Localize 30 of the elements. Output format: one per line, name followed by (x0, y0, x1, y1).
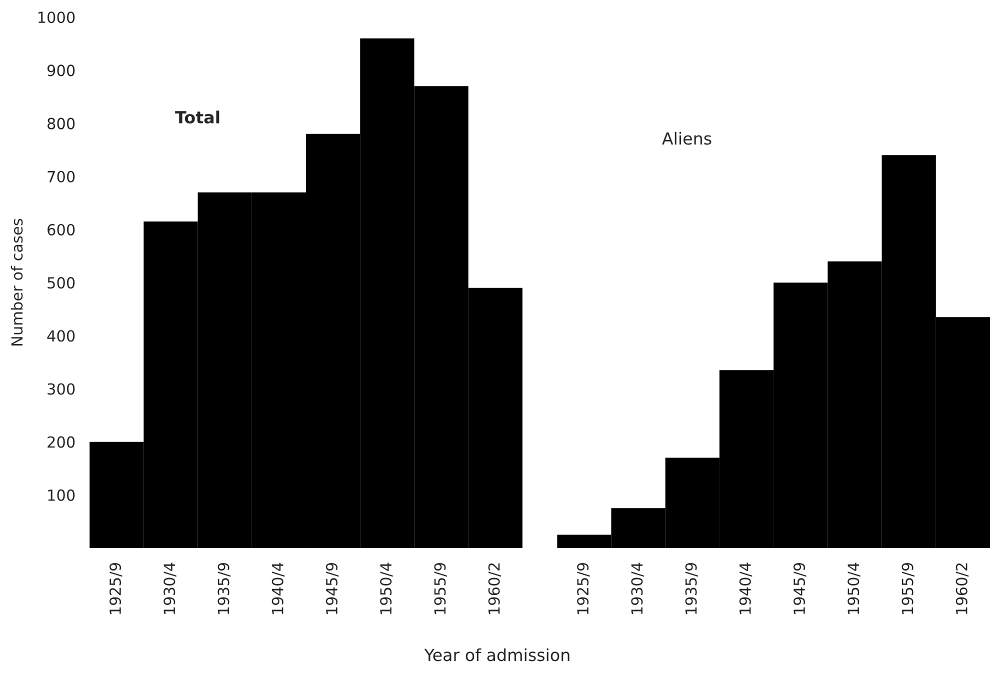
y-axis-title: Number of cases (10, 218, 23, 346)
x-tick-label: 1955/9 (902, 562, 914, 614)
x-tick-label: 1925/9 (577, 562, 590, 614)
x-tick-label: 1930/4 (164, 562, 176, 614)
y-tick-label: 400 (47, 330, 75, 342)
x-axis-title: Year of admission (424, 648, 570, 662)
x-tick-label: 1940/4 (739, 562, 752, 614)
y-tick-label: 200 (48, 436, 75, 448)
x-tick-label: 1950/4 (380, 562, 393, 614)
y-tick-label: 1000 (38, 12, 75, 24)
x-tick-label: 1930/4 (631, 562, 644, 614)
text: Total (175, 110, 220, 124)
y-tick-label: 900 (47, 64, 75, 76)
y-tick-label: 800 (48, 118, 75, 130)
x-tick-label: 1940/4 (272, 562, 285, 614)
text: Aliens (662, 132, 712, 145)
y-tick-label: 100 (48, 489, 75, 501)
y-tick-label: 700 (48, 170, 75, 182)
x-tick-label: 1935/9 (218, 562, 230, 614)
x-tick-label: 1960/2 (488, 563, 502, 614)
x-tick-label: 1950/4 (848, 562, 860, 614)
y-tick-label: 300 (48, 383, 75, 395)
y-tick-label: 600 (48, 224, 75, 236)
x-tick-label: 1960/2 (956, 563, 969, 614)
y-tick-label: 500 (48, 277, 75, 289)
x-tick-label: 1945/9 (794, 562, 806, 614)
x-tick-label: 1925/9 (109, 562, 122, 614)
x-tick-label: 1955/9 (434, 562, 447, 614)
x-tick-label: 1945/9 (326, 562, 339, 614)
x-tick-label: 1935/9 (685, 562, 698, 614)
